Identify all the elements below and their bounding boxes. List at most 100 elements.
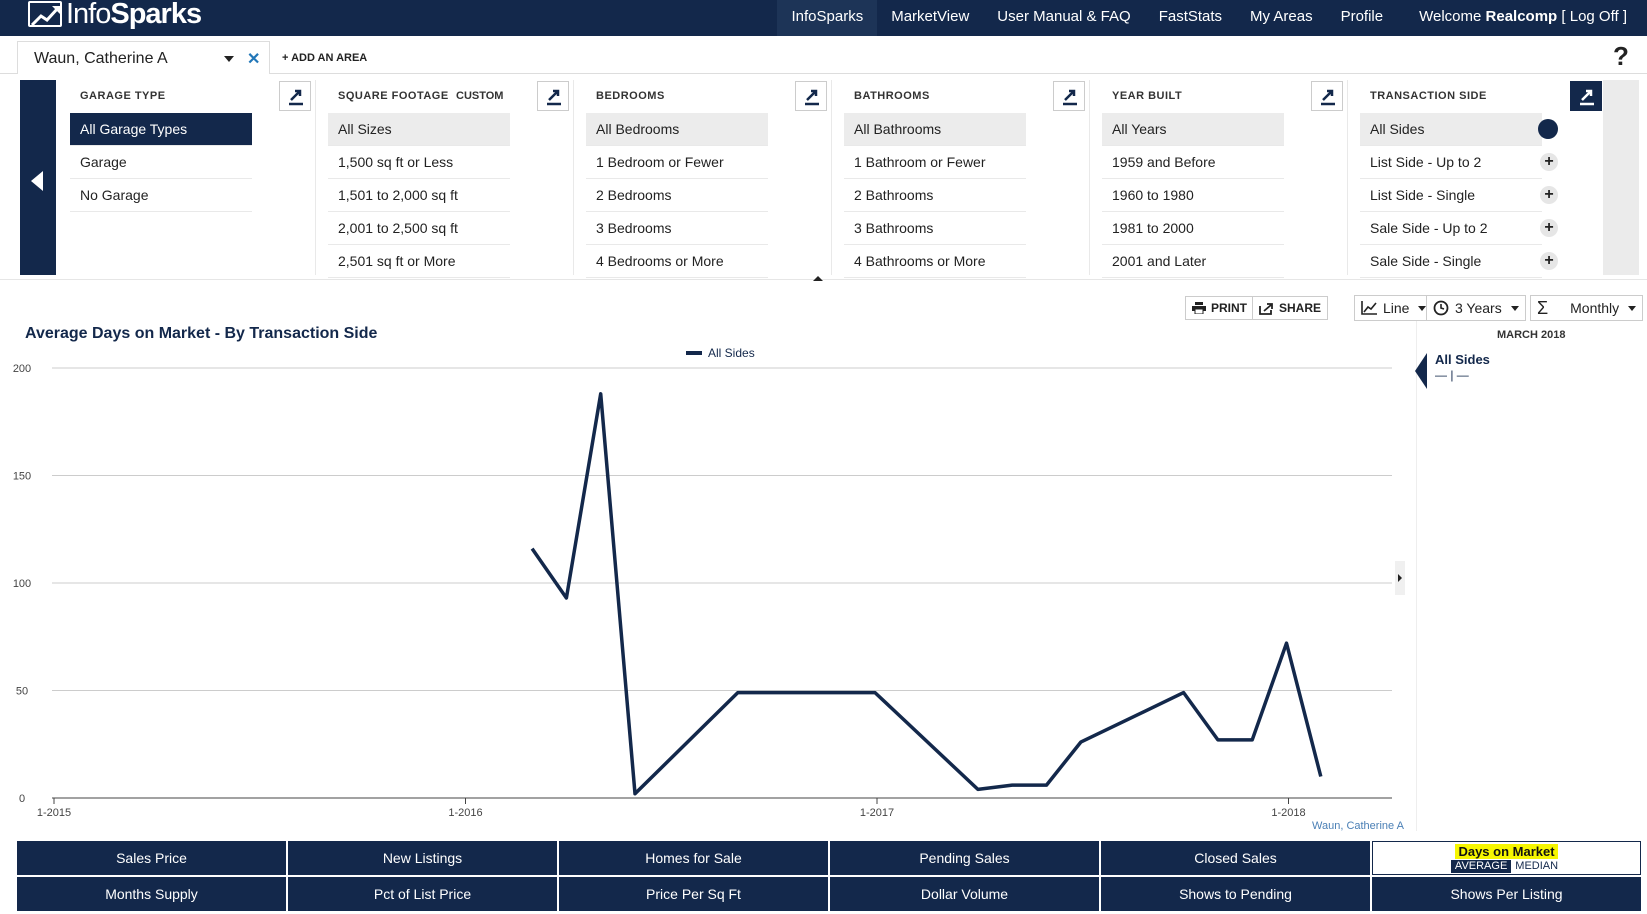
tab-sales-price[interactable]: Sales Price: [17, 841, 286, 875]
welcome-text: Welcome Realcomp [ Log Off ]: [1419, 8, 1627, 25]
filter-bedrooms: BEDROOMS All Bedrooms 1 Bedroom or Fewer…: [586, 80, 832, 278]
chart-type-dropdown[interactable]: Line: [1354, 295, 1434, 321]
breakout-button[interactable]: [1311, 81, 1343, 111]
help-icon[interactable]: ?: [1613, 41, 1629, 71]
close-icon[interactable]: ✕: [247, 51, 261, 68]
filter-option[interactable]: 1,501 to 2,000 sq ft: [328, 179, 510, 212]
share-label: SHARE: [1279, 301, 1322, 315]
chevron-up-icon[interactable]: [813, 276, 823, 281]
tab-shows-to-pending[interactable]: Shows to Pending: [1101, 877, 1370, 911]
filter-option[interactable]: List Side - Up to 2 +: [1360, 146, 1558, 179]
chart-source-label: Waun, Catherine A: [1312, 820, 1404, 832]
tab-months-supply[interactable]: Months Supply: [17, 877, 286, 911]
nav-user-manual[interactable]: User Manual & FAQ: [997, 8, 1131, 25]
collapse-filters-button[interactable]: [20, 80, 56, 275]
filter-option[interactable]: 4 Bedrooms or More: [586, 245, 768, 278]
area-name: Waun, Catherine A: [34, 50, 168, 67]
legend-series-value: — | —: [1435, 368, 1469, 382]
print-label: PRINT: [1211, 301, 1247, 315]
average-toggle[interactable]: AVERAGE: [1450, 859, 1512, 873]
filter-option[interactable]: 1 Bedroom or Fewer: [586, 146, 768, 179]
chevron-left-icon: [31, 171, 43, 191]
filter-option[interactable]: 4 Bathrooms or More: [844, 245, 1026, 278]
share-button[interactable]: SHARE: [1252, 296, 1329, 320]
x-tick-label: 1-2018: [1271, 807, 1305, 819]
breakout-button[interactable]: [1053, 81, 1085, 111]
chevron-down-icon: [1510, 305, 1519, 311]
filter-option[interactable]: All Bathrooms: [844, 113, 1026, 146]
filter-options: All Bedrooms 1 Bedroom or Fewer 2 Bedroo…: [586, 113, 768, 278]
filter-option[interactable]: Sale Side - Single +: [1360, 245, 1558, 278]
plus-icon[interactable]: +: [1540, 186, 1558, 204]
filter-option[interactable]: 1960 to 1980: [1102, 179, 1284, 212]
breakout-button[interactable]: [795, 81, 827, 111]
tab-shows-per-listing[interactable]: Shows Per Listing: [1372, 877, 1641, 911]
filter-option[interactable]: List Side - Single +: [1360, 179, 1558, 212]
plus-icon[interactable]: +: [1540, 252, 1558, 270]
add-area-button[interactable]: + ADD AN AREA: [282, 52, 368, 64]
tab-pending-sales[interactable]: Pending Sales: [830, 841, 1099, 875]
nav-my-areas[interactable]: My Areas: [1250, 8, 1313, 25]
filter-options: All Years 1959 and Before 1960 to 1980 1…: [1102, 113, 1284, 278]
nav-infosparks[interactable]: InfoSparks: [777, 0, 878, 36]
filter-option[interactable]: 1959 and Before: [1102, 146, 1284, 179]
filter-scroll-area[interactable]: [1603, 80, 1639, 275]
breakout-button[interactable]: [1570, 81, 1602, 111]
filter-option[interactable]: All Garage Types: [70, 113, 252, 146]
legend-pointer-icon: [1415, 353, 1427, 389]
print-button[interactable]: PRINT: [1185, 296, 1254, 320]
filter-option[interactable]: No Garage: [70, 179, 252, 212]
tab-new-listings[interactable]: New Listings: [288, 841, 557, 875]
filter-option[interactable]: 2,001 to 2,500 sq ft: [328, 212, 510, 245]
log-off-link[interactable]: [ Log Off ]: [1557, 8, 1627, 25]
tab-closed-sales[interactable]: Closed Sales: [1101, 841, 1370, 875]
area-selector[interactable]: Waun, Catherine A ✕: [17, 41, 270, 74]
plus-icon[interactable]: +: [1540, 153, 1558, 171]
tab-homes-for-sale[interactable]: Homes for Sale: [559, 841, 828, 875]
sigma-icon: Σ: [1537, 297, 1549, 318]
filter-square-footage: SQUARE FOOTAGE CUSTOM All Sizes 1,500 sq…: [328, 80, 574, 278]
plus-icon[interactable]: +: [1540, 219, 1558, 237]
legend-series-name: All Sides: [1435, 352, 1490, 367]
filter-heading: YEAR BUILT: [1112, 90, 1183, 102]
days-on-market-line-chart: 0 50 100 150 200 1-2015 1-2016 1-2017 1-2018 All …: [13, 346, 1392, 819]
median-toggle[interactable]: MEDIAN: [1515, 859, 1559, 872]
filter-option[interactable]: All Sides: [1360, 113, 1558, 146]
filter-option[interactable]: 3 Bedrooms: [586, 212, 768, 245]
filter-options: All Garage Types Garage No Garage: [70, 113, 252, 212]
printer-icon: [1192, 302, 1206, 314]
chevron-down-icon[interactable]: [224, 56, 234, 62]
filter-heading: GARAGE TYPE: [80, 90, 166, 102]
filter-option[interactable]: 1,500 sq ft or Less: [328, 146, 510, 179]
filter-option[interactable]: 1981 to 2000: [1102, 212, 1284, 245]
time-range-dropdown[interactable]: 3 Years: [1426, 295, 1526, 321]
filter-option[interactable]: All Sizes: [328, 113, 510, 146]
custom-button[interactable]: CUSTOM: [456, 90, 504, 102]
filter-option[interactable]: 2 Bathrooms: [844, 179, 1026, 212]
filter-option[interactable]: 2001 and Later: [1102, 245, 1284, 278]
tab-pct-of-list-price[interactable]: Pct of List Price: [288, 877, 557, 911]
period-dropdown[interactable]: Σ Monthly: [1530, 295, 1644, 321]
filter-option[interactable]: 3 Bathrooms: [844, 212, 1026, 245]
breakout-button[interactable]: [537, 81, 569, 111]
tab-days-on-market[interactable]: Days on Market AVERAGE MEDIAN: [1372, 841, 1641, 875]
selected-dot-icon: [1538, 119, 1558, 139]
filter-option[interactable]: 2,501 sq ft or More: [328, 245, 510, 278]
chevron-right-icon[interactable]: [1395, 561, 1405, 595]
filter-option[interactable]: All Bedrooms: [586, 113, 768, 146]
nav-marketview[interactable]: MarketView: [891, 8, 970, 25]
filter-option[interactable]: Garage: [70, 146, 252, 179]
filter-option[interactable]: All Years: [1102, 113, 1284, 146]
breakout-button[interactable]: [279, 81, 311, 111]
line-chart-icon: [1361, 301, 1377, 315]
filter-option[interactable]: Sale Side - Up to 2 +: [1360, 212, 1558, 245]
x-tick-label: 1-2015: [37, 807, 71, 819]
filter-option[interactable]: 1 Bathroom or Fewer: [844, 146, 1026, 179]
infosparks-logo[interactable]: InfoSparks: [28, 0, 202, 32]
filter-option[interactable]: 2 Bedrooms: [586, 179, 768, 212]
chart-title: Average Days on Market - By Transaction …: [25, 325, 378, 342]
nav-profile[interactable]: Profile: [1340, 8, 1384, 25]
tab-price-per-sq-ft[interactable]: Price Per Sq Ft: [559, 877, 828, 911]
nav-faststats[interactable]: FastStats: [1158, 8, 1223, 25]
tab-dollar-volume[interactable]: Dollar Volume: [830, 877, 1099, 911]
